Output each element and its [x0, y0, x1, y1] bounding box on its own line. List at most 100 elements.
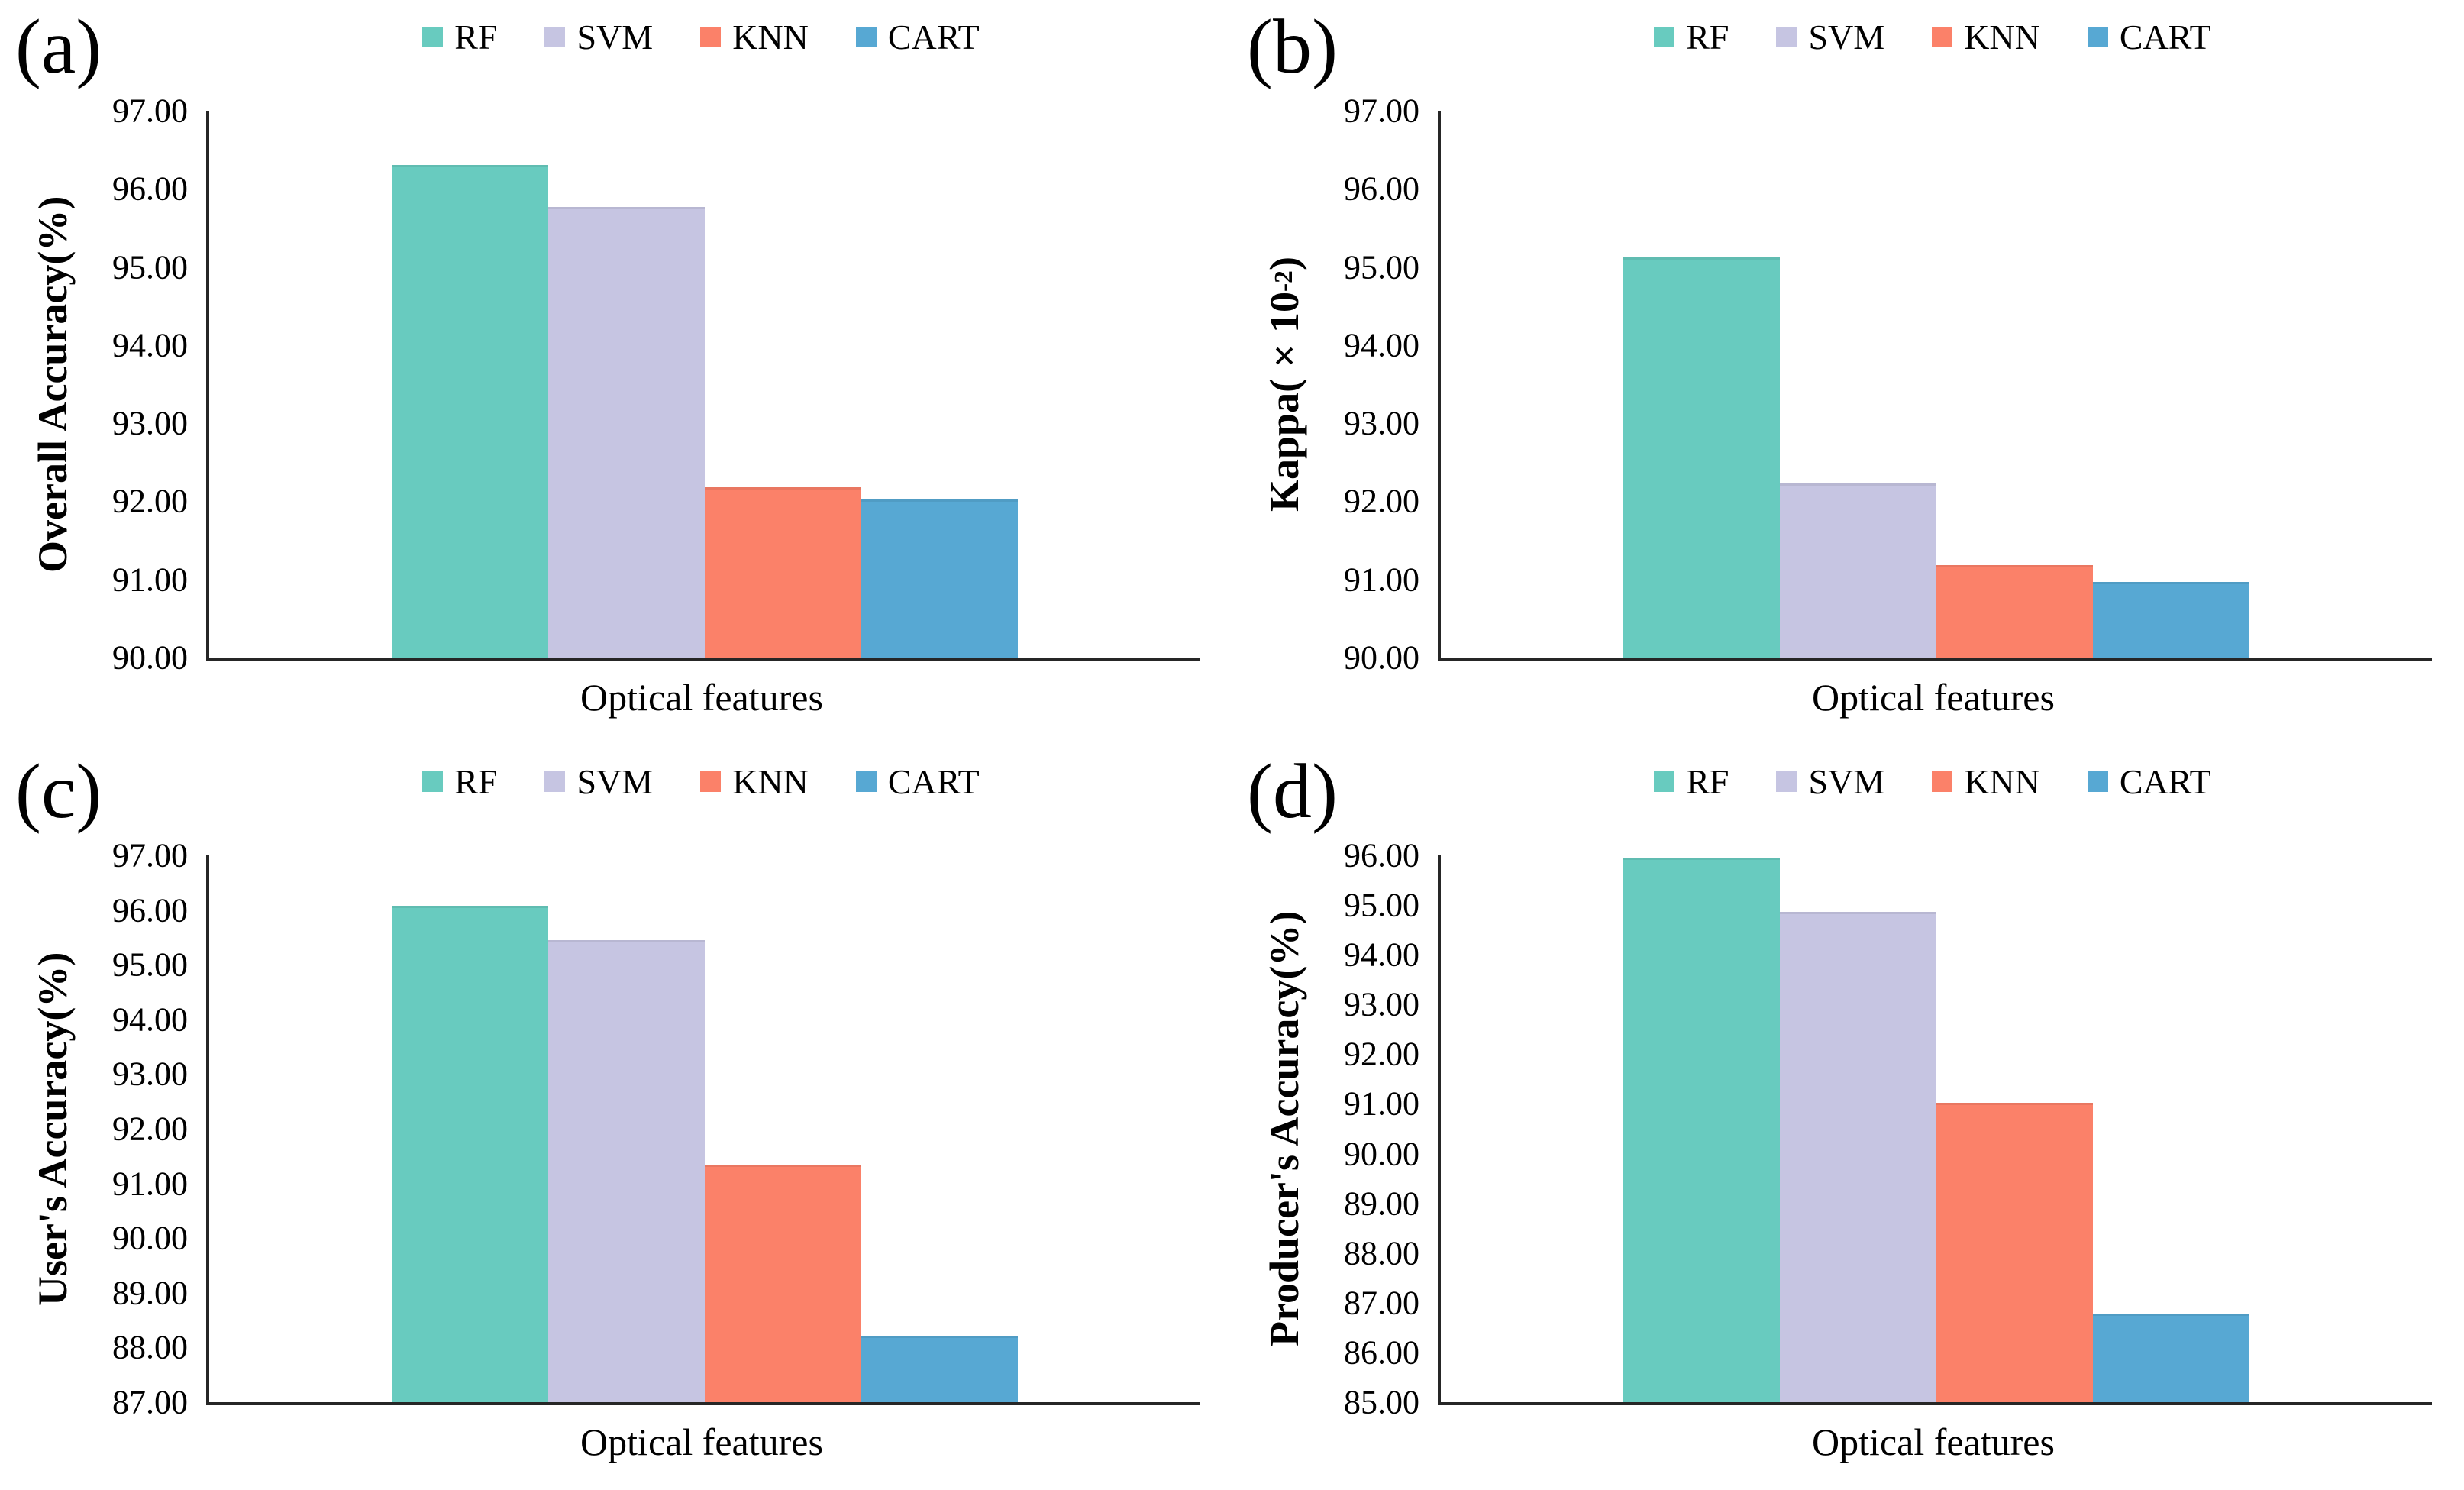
y-tick-label: 90.00	[1344, 1135, 1419, 1173]
panel-label: (d)	[1247, 748, 1338, 835]
y-tick-label: 90.00	[112, 1219, 188, 1257]
bar-KNN	[705, 1164, 861, 1402]
legend-item-CART: CART	[855, 17, 980, 57]
bar-KNN	[1936, 565, 2093, 658]
legend-label-RF: RF	[1686, 18, 1729, 57]
legend-label-CART: CART	[887, 18, 980, 57]
legend-item-SVM: SVM	[1776, 761, 1884, 802]
legend-label-KNN: KNN	[1964, 762, 2040, 801]
plot	[1438, 111, 2432, 661]
y-tick-label: 96.00	[1344, 170, 1419, 208]
panel-b: (b) RF SVM KNN CART Kappa(×10 -2) 97.00 96.00…	[1232, 0, 2464, 745]
legend-label-RF: RF	[1686, 762, 1729, 801]
legend-swatch-CART	[2087, 27, 2108, 47]
x-axis-title: Optical features	[580, 1421, 823, 1463]
legend-swatch-CART	[855, 771, 877, 792]
x-axis-title: Optical features	[1812, 1421, 2055, 1463]
legend-label-RF: RF	[454, 762, 498, 801]
plot	[1438, 855, 2432, 1405]
panel-label: (c)	[15, 748, 102, 835]
y-tick-labels: 97.00 96.00 95.00 94.00 93.00 92.00 91.00 90.00	[1232, 92, 1419, 677]
y-tick-label: 94.00	[1344, 326, 1419, 364]
legend-swatch-RF	[422, 771, 444, 792]
y-tick-label: 96.00	[112, 891, 188, 929]
legend-item-CART: CART	[2087, 761, 2211, 802]
legend-swatch-RF	[422, 27, 444, 47]
bars	[209, 111, 1200, 658]
y-tick-label: 90.00	[1344, 638, 1419, 677]
panel-a: (a) RF SVM KNN CART Overall Accuracy(%) 97.…	[0, 0, 1232, 745]
legend-label-CART: CART	[2119, 762, 2211, 801]
bar-CART	[2093, 581, 2249, 658]
x-axis-title: Optical features	[1812, 676, 2055, 719]
legend-swatch-CART	[855, 27, 877, 47]
legend-item-SVM: SVM	[1776, 17, 1884, 57]
y-tick-label: 97.00	[1344, 92, 1419, 130]
y-tick-labels: 96.00 95.00 94.00 93.00 92.00 91.00 90.00 89.00…	[1232, 837, 1419, 1421]
bars	[1441, 855, 2432, 1402]
legend-swatch-KNN	[700, 771, 722, 792]
y-tick-label: 96.00	[112, 170, 188, 208]
y-tick-label: 91.00	[1344, 561, 1419, 599]
y-tick-label: 89.00	[112, 1274, 188, 1312]
legend-item-KNN: KNN	[700, 17, 809, 57]
legend-swatch-KNN	[700, 27, 722, 47]
legend-label-SVM: SVM	[576, 762, 654, 801]
legend: RF SVM KNN CART	[1438, 17, 2427, 57]
legend-label-CART: CART	[887, 762, 980, 801]
panel-label: (b)	[1247, 4, 1338, 90]
y-tick-label: 92.00	[1344, 1035, 1419, 1073]
y-tick-label: 95.00	[112, 248, 188, 286]
legend-swatch-SVM	[544, 27, 566, 47]
y-tick-label: 97.00	[112, 836, 188, 874]
legend-item-SVM: SVM	[544, 17, 653, 57]
y-tick-label: 93.00	[112, 404, 188, 442]
legend-swatch-SVM	[544, 771, 566, 792]
bar-RF	[1623, 257, 1780, 658]
y-tick-label: 94.00	[112, 1000, 188, 1039]
legend-item-CART: CART	[2087, 17, 2211, 57]
y-tick-label: 86.00	[1344, 1333, 1419, 1372]
panel-d: (d) RF SVM KNN CART Producer's Accuracy(%) …	[1232, 745, 2464, 1490]
y-tick-label: 85.00	[1344, 1383, 1419, 1421]
legend-item-RF: RF	[422, 761, 497, 802]
y-tick-label: 96.00	[1344, 836, 1419, 874]
bar-CART	[861, 1335, 1018, 1402]
legend-label-SVM: SVM	[576, 18, 654, 57]
y-tick-label: 92.00	[112, 482, 188, 520]
bars	[209, 855, 1200, 1402]
plot	[206, 111, 1200, 661]
bar-KNN	[705, 487, 861, 658]
y-tick-label: 94.00	[112, 326, 188, 364]
y-tick-label: 88.00	[112, 1328, 188, 1366]
y-tick-label: 97.00	[112, 92, 188, 130]
legend-item-SVM: SVM	[544, 761, 653, 802]
bar-KNN	[1936, 1103, 2093, 1402]
legend-swatch-KNN	[1932, 771, 1953, 792]
legend-item-RF: RF	[422, 17, 497, 57]
y-tick-label: 92.00	[112, 1110, 188, 1148]
x-axis-title: Optical features	[580, 676, 823, 719]
y-tick-label: 88.00	[1344, 1234, 1419, 1272]
bar-RF	[1623, 858, 1780, 1402]
y-tick-labels: 97.00 96.00 95.00 94.00 93.00 92.00 91.00 90.00…	[0, 837, 188, 1421]
legend: RF SVM KNN CART	[206, 761, 1196, 802]
legend-label-CART: CART	[2119, 18, 2211, 57]
legend: RF SVM KNN CART	[206, 17, 1196, 57]
y-tick-label: 95.00	[1344, 886, 1419, 924]
bar-CART	[2093, 1314, 2249, 1402]
legend-item-KNN: KNN	[700, 761, 809, 802]
legend-swatch-SVM	[1776, 27, 1797, 47]
y-tick-label: 95.00	[1344, 248, 1419, 286]
legend-label-KNN: KNN	[732, 762, 809, 801]
legend-label-KNN: KNN	[732, 18, 809, 57]
y-tick-label: 91.00	[112, 1165, 188, 1203]
bars	[1441, 111, 2432, 658]
bar-CART	[861, 499, 1018, 658]
legend: RF SVM KNN CART	[1438, 761, 2427, 802]
y-tick-label: 93.00	[1344, 404, 1419, 442]
legend-item-RF: RF	[1654, 761, 1729, 802]
bar-RF	[392, 164, 548, 658]
legend-label-RF: RF	[454, 18, 498, 57]
legend-swatch-KNN	[1932, 27, 1953, 47]
